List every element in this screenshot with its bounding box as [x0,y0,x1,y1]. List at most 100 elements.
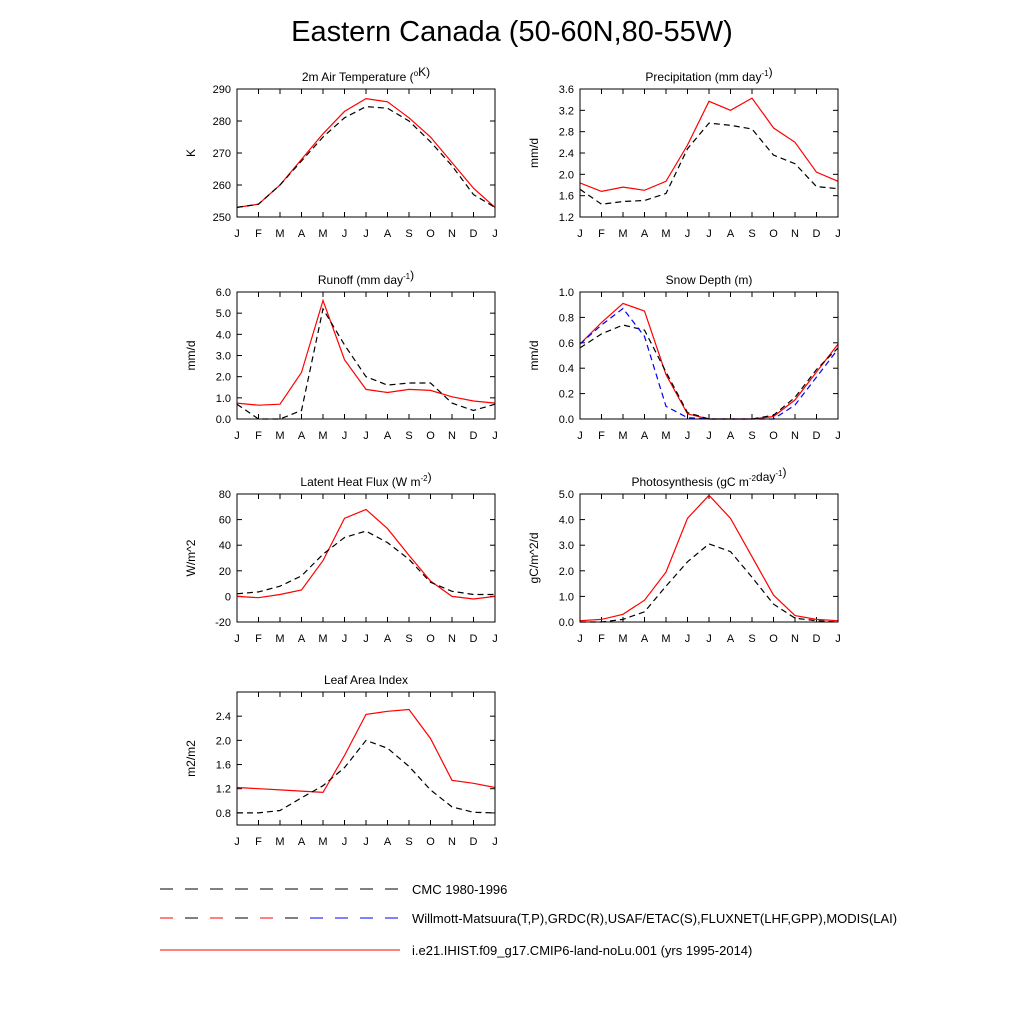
x-tick-label: J [234,836,240,848]
y-tick-label: 1.0 [559,287,574,299]
series-line-2 [580,543,839,623]
x-tick-label: J [835,430,841,442]
x-tick-label: O [769,228,778,240]
series-line-2 [236,307,496,420]
x-tick-label: O [769,633,778,645]
x-tick-label: M [318,228,327,240]
x-tick-label: A [641,633,649,645]
x-tick-label: J [577,633,583,645]
x-tick-label: J [492,228,498,240]
y-tick-label: 2.4 [559,148,574,160]
x-tick-label: D [470,836,478,848]
y-tick-label: 0.0 [216,414,231,426]
x-tick-label: M [275,228,284,240]
x-tick-label: J [685,228,691,240]
x-tick-label: M [318,633,327,645]
y-tick-label: 1.6 [559,191,574,203]
x-tick-label: J [492,633,498,645]
x-tick-label: J [706,633,712,645]
x-tick-label: F [255,430,262,442]
x-tick-label: A [384,633,392,645]
panel-title: Latent Heat Flux (W m-2) [300,470,431,489]
x-tick-label: S [748,228,755,240]
legend-label: Willmott-Matsuura(T,P),GRDC(R),USAF/ETAC… [412,911,897,926]
y-tick-label: 0.8 [216,808,231,820]
x-tick-label: N [448,836,456,848]
y-tick-label: 290 [213,84,231,96]
x-tick-label: N [448,430,456,442]
x-tick-label: F [598,633,605,645]
x-tick-label: F [598,430,605,442]
y-axis-label: m2/m2 [184,740,198,777]
x-tick-label: O [426,430,435,442]
x-tick-label: J [234,430,240,442]
y-tick-label: 1.0 [559,591,574,603]
y-tick-label: 2.8 [559,127,574,139]
y-tick-label: 5.0 [559,489,574,501]
y-tick-label: 1.0 [216,393,231,405]
x-tick-label: J [342,228,348,240]
x-tick-label: D [813,228,821,240]
y-tick-label: 1.2 [216,784,231,796]
x-tick-label: M [661,228,670,240]
x-tick-label: N [448,228,456,240]
x-tick-label: D [470,430,478,442]
x-tick-label: S [748,633,755,645]
y-tick-label: 0.0 [559,414,574,426]
x-tick-label: D [813,633,821,645]
legend-entry-3: i.e21.IHIST.f09_g17.CMIP6-land-noLu.001 … [160,943,752,958]
x-tick-label: A [641,228,649,240]
x-tick-label: D [470,633,478,645]
x-tick-label: M [661,430,670,442]
x-tick-label: N [791,430,799,442]
x-tick-label: J [342,633,348,645]
x-tick-label: O [769,430,778,442]
x-tick-label: A [298,633,306,645]
y-tick-label: 6.0 [216,287,231,299]
y-axis-label: K [184,149,198,157]
x-tick-label: J [577,228,583,240]
y-tick-label: 2.0 [216,735,231,747]
x-tick-label: J [577,430,583,442]
x-tick-label: J [685,633,691,645]
y-tick-label: 2.0 [559,566,574,578]
x-tick-label: A [298,836,306,848]
y-tick-label: 0.8 [559,312,574,324]
x-tick-label: S [405,430,412,442]
y-axis-label: W/m^2 [184,539,198,576]
x-tick-label: M [318,836,327,848]
x-tick-label: D [813,430,821,442]
panel-title: Leaf Area Index [324,673,408,687]
plot-frame [236,493,496,623]
y-tick-label: 60 [219,515,231,527]
x-tick-label: J [492,836,498,848]
x-tick-label: M [661,633,670,645]
x-tick-label: J [685,430,691,442]
x-tick-label: O [426,228,435,240]
legend-label: CMC 1980-1996 [412,882,507,897]
legend-entry-2: Willmott-Matsuura(T,P),GRDC(R),USAF/ETAC… [160,911,897,926]
x-tick-label: A [384,836,392,848]
x-tick-label: M [618,633,627,645]
x-tick-label: N [448,633,456,645]
y-tick-label: 3.6 [559,84,574,96]
y-tick-label: 0 [225,591,231,603]
x-tick-label: S [405,836,412,848]
x-tick-label: J [234,633,240,645]
y-tick-label: 2.4 [216,711,231,723]
panel-title: Runoff (mm day-1) [318,268,414,287]
x-tick-label: O [426,633,435,645]
plot-frame [579,291,839,420]
panel-title: Snow Depth (m) [666,273,753,287]
plot-frame [579,493,839,623]
legend-label: i.e21.IHIST.f09_g17.CMIP6-land-noLu.001 … [412,943,752,958]
x-tick-label: J [706,228,712,240]
x-tick-label: J [363,228,369,240]
series-line-1 [236,97,496,208]
x-tick-label: J [706,430,712,442]
x-tick-label: A [727,633,735,645]
y-axis-label: gC/m^2/d [527,533,541,584]
x-tick-label: J [363,836,369,848]
x-tick-label: S [405,633,412,645]
chart-panel-1: 2m Air Temperature (oK)KJ F M A M J J A S O N D J250… [184,65,498,240]
